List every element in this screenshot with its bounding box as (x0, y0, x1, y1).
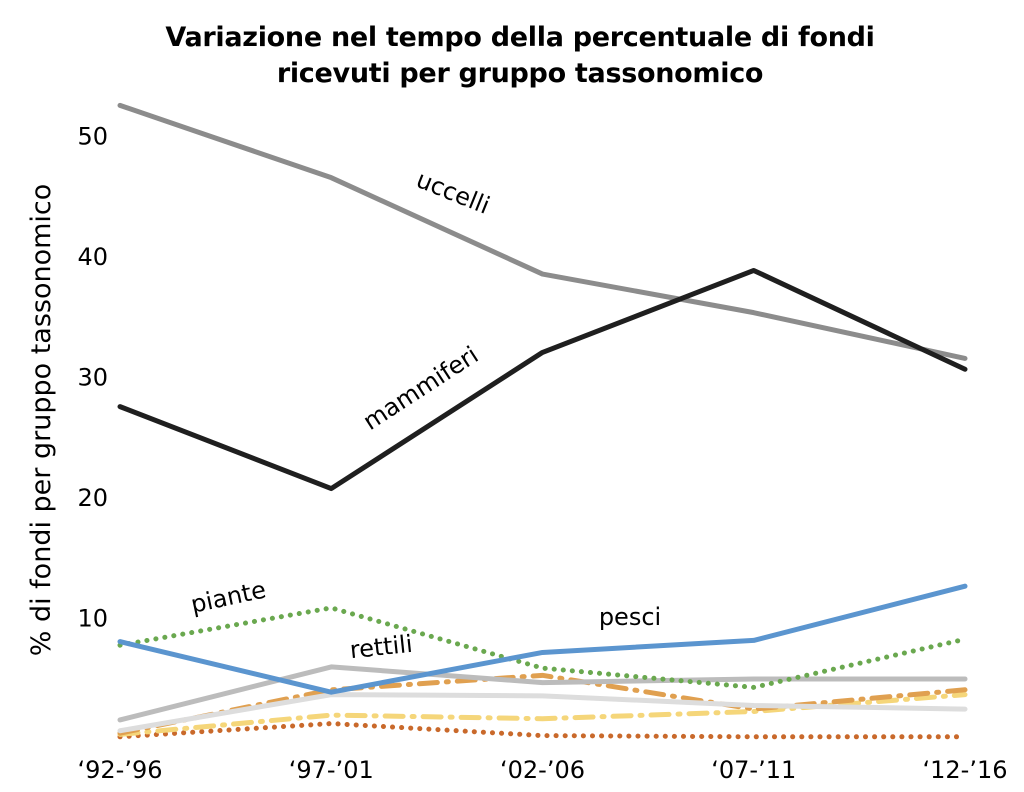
series-line-series-7 (117, 692, 968, 737)
series-line-mammiferi (117, 267, 968, 492)
series-label-pesci: pesci (599, 603, 661, 631)
y-tick-label: 20 (77, 484, 108, 512)
x-tick-label: ‘07-’11 (711, 756, 796, 784)
series-label-rettili: rettili (348, 630, 414, 664)
x-tick-label: ‘97-’01 (289, 756, 374, 784)
series-line-rettili (117, 664, 968, 723)
series-label-uccelli: uccelli (412, 165, 493, 220)
series-line-series-8 (117, 721, 968, 740)
x-tick-label: ‘02-’06 (500, 756, 585, 784)
y-axis-label: % di fondi per gruppo tassonomico (26, 184, 57, 657)
y-tick-label: 40 (77, 243, 108, 271)
y-tick-label: 30 (77, 364, 108, 392)
series-line-piante (117, 605, 968, 690)
y-tick-label: 50 (77, 123, 108, 151)
chart-title-line-1: Variazione nel tempo della percentuale d… (165, 22, 875, 53)
x-tick-label: ‘92-’96 (78, 756, 163, 784)
series-label-piante: piante (188, 576, 268, 619)
series-label-mammiferi: mammiferi (358, 341, 483, 436)
series-line-series-5 (117, 692, 968, 734)
series-line-uccelli (117, 102, 968, 361)
series-line-pesci (117, 583, 968, 695)
y-tick-label: 10 (77, 605, 108, 633)
x-tick-label: ‘12-’16 (923, 756, 1008, 784)
chart-title-line-2: ricevuti per gruppo tassonomico (276, 58, 764, 89)
